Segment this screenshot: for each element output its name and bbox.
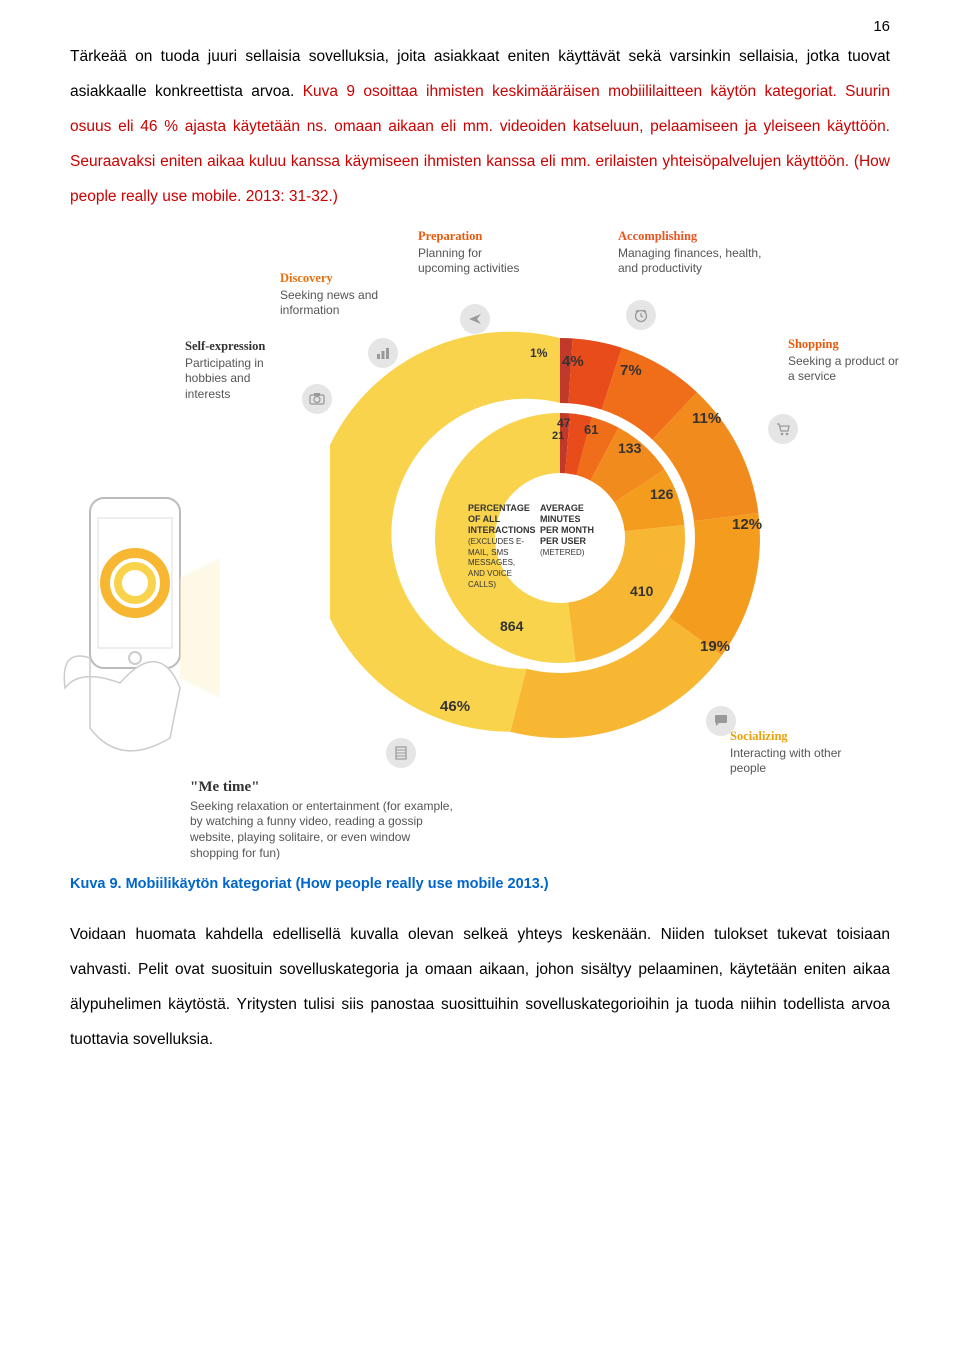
min-shop: 126 <box>650 486 673 502</box>
min-self: 21 <box>552 430 564 442</box>
label-discovery: Discovery Seeking news and information <box>280 270 390 318</box>
pct-prep: 7% <box>620 362 642 379</box>
label-socializing: Socializing Interacting with other peopl… <box>730 728 850 776</box>
min-prep: 61 <box>584 422 598 437</box>
paragraph-2: Voidaan huomata kahdella edellisellä kuv… <box>70 918 890 1058</box>
label-self-expression: Self-expression Participating in hobbies… <box>185 338 285 402</box>
figure-caption: Kuva 9. Mobiilikäytön kategoriat (How pe… <box>70 876 890 892</box>
figure-9: 1% 4% 7% 11% 12% 19% 46% 21 47 61 133 12… <box>70 228 890 868</box>
paragraph-1: Tärkeää on tuoda juuri sellaisia sovellu… <box>70 40 890 214</box>
pct-accomp: 11% <box>692 410 721 427</box>
inner-min-label: AVERAGE MINUTES PER MONTH PER USER (METE… <box>540 503 600 557</box>
page-number: 16 <box>873 18 890 35</box>
pct-metime: 46% <box>440 698 470 715</box>
min-metime: 864 <box>500 618 523 634</box>
label-shopping: Shopping Seeking a product or a service <box>788 336 908 384</box>
pct-shop: 12% <box>732 516 762 533</box>
camera-icon <box>302 384 332 414</box>
label-preparation: Preparation Planning for upcoming activi… <box>418 228 528 276</box>
pct-self: 1% <box>530 346 547 360</box>
label-me-time: "Me time" Seeking relaxation or entertai… <box>190 778 460 861</box>
min-accomp: 133 <box>618 440 641 456</box>
label-accomplishing: Accomplishing Managing finances, health,… <box>618 228 778 276</box>
cart-icon <box>768 414 798 444</box>
min-disc: 47 <box>557 416 570 430</box>
para1-red: Kuva 9 osoittaa ihmisten keskimääräisen … <box>70 83 890 205</box>
pct-disc: 4% <box>562 353 584 370</box>
inner-pct-label: PERCENTAGE OF ALL INTERACTIONS (EXCLUDES… <box>468 503 528 589</box>
donut-chart: 1% 4% 7% 11% 12% 19% 46% 21 47 61 133 12… <box>330 308 790 768</box>
pct-soc: 19% <box>700 638 730 655</box>
phone-illustration <box>60 488 220 768</box>
min-soc: 410 <box>630 583 653 599</box>
